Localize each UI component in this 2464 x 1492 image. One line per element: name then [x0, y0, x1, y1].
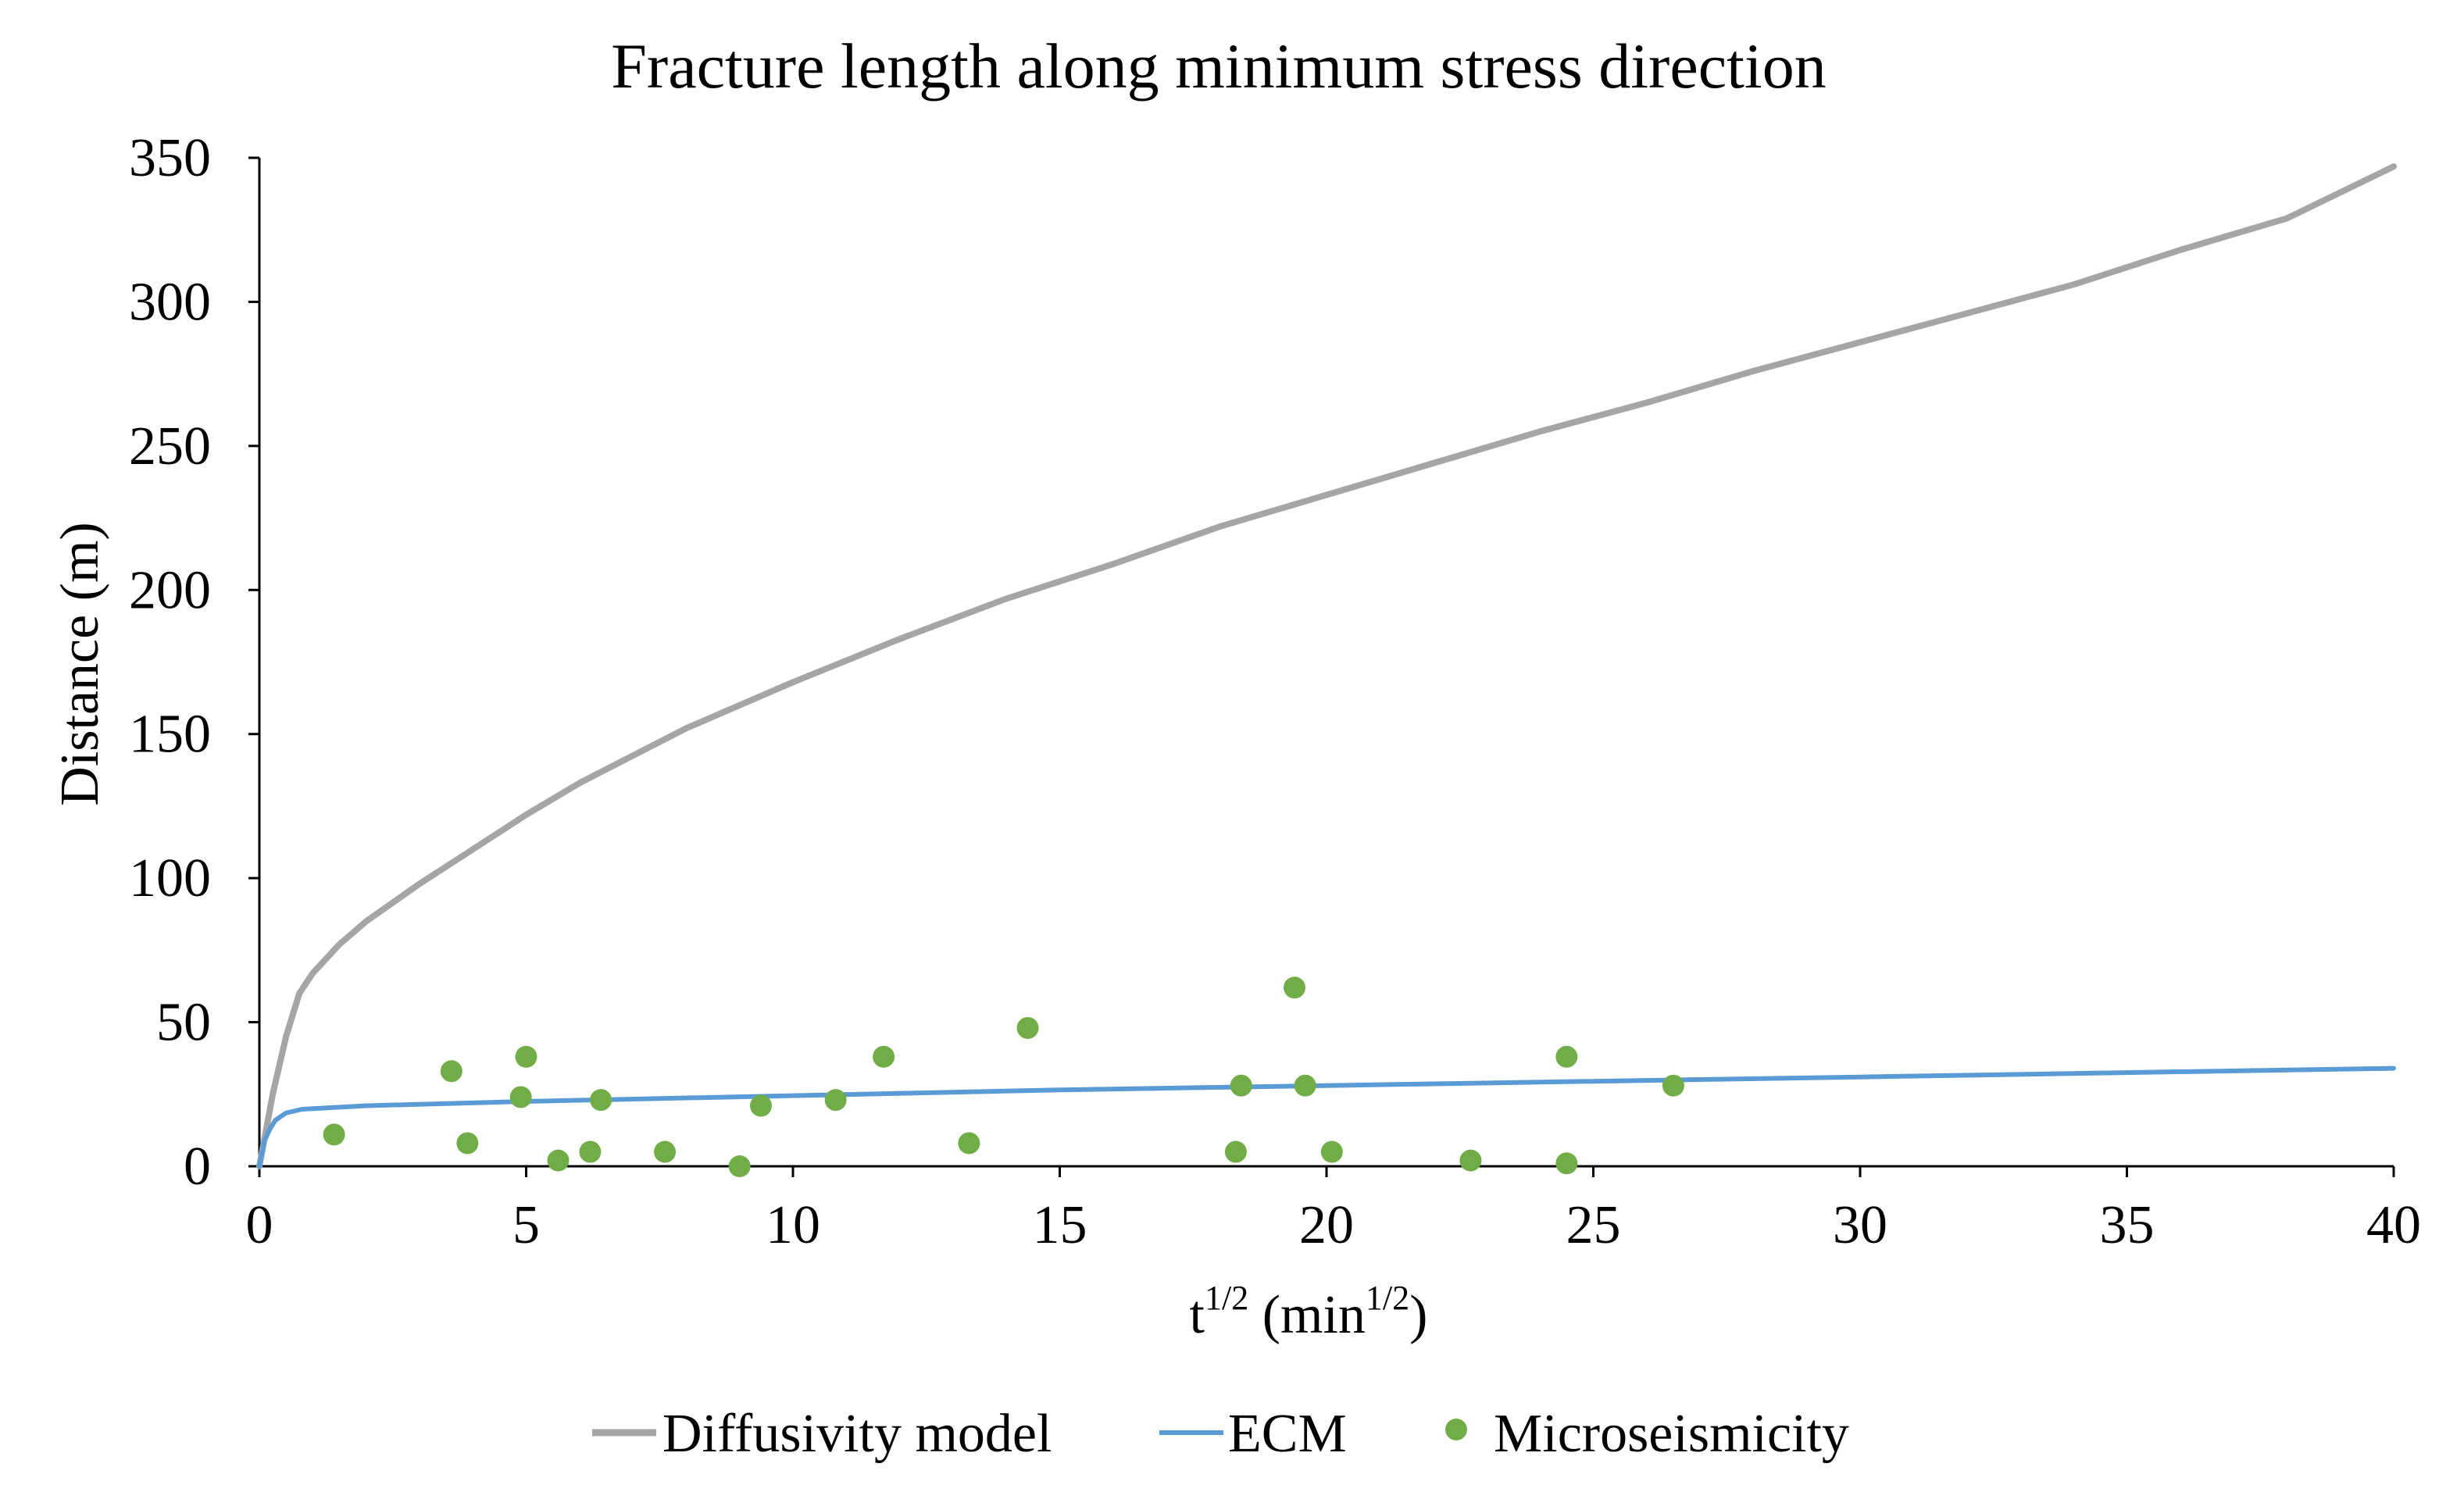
y-axis-ticks: 0 50 100 150 200 250 300 350 — [129, 128, 259, 1197]
microseismicity-point — [1555, 1152, 1578, 1175]
legend-label-microseismicity: Microseismicity — [1494, 1404, 1849, 1464]
x-axis-label-unit-close: ) — [1409, 1285, 1427, 1345]
x-axis-label-base-exp: 1/2 — [1205, 1279, 1248, 1317]
microseismicity-point — [824, 1089, 847, 1112]
microseismicity-point — [654, 1140, 677, 1163]
microseismicity-point — [1230, 1074, 1252, 1097]
microseismicity-point — [440, 1060, 462, 1083]
microseismicity-point — [1320, 1140, 1343, 1163]
microseismicity-point — [1459, 1149, 1482, 1172]
microseismicity-point — [509, 1086, 532, 1108]
series-line-diffusivity-model — [256, 163, 2397, 1169]
x-tick-label: 30 — [1833, 1195, 1887, 1255]
microseismicity-point — [323, 1123, 345, 1146]
x-tick-label: 5 — [512, 1195, 540, 1255]
series-layer — [256, 163, 2397, 1177]
x-axis-label: t1/2 (min1/2) — [1190, 1279, 1428, 1345]
microseismicity-point — [1662, 1074, 1684, 1097]
y-tick-label: 250 — [129, 416, 211, 477]
x-tick-label: 25 — [1566, 1195, 1621, 1255]
legend-label-ecm: ECM — [1228, 1404, 1347, 1464]
y-tick-label: 100 — [129, 848, 211, 908]
microseismicity-point — [728, 1155, 751, 1177]
microseismicity-point — [1555, 1045, 1578, 1068]
legend-label-diffusivity-model: Diffusivity model — [662, 1404, 1052, 1464]
y-tick-label: 200 — [129, 560, 211, 620]
chart-title: Fracture length along minimum stress dir… — [611, 30, 1826, 102]
microseismicity-point — [456, 1132, 479, 1155]
microseismicity-point — [1016, 1016, 1039, 1039]
axes — [258, 158, 2394, 1168]
y-tick-label: 300 — [129, 272, 211, 332]
series-line-ecm — [257, 1065, 2396, 1169]
x-axis-label-unit-open: (min — [1248, 1285, 1366, 1345]
x-tick-label: 15 — [1033, 1195, 1087, 1255]
x-tick-label: 20 — [1299, 1195, 1354, 1255]
y-tick-label: 0 — [184, 1137, 211, 1197]
x-axis-ticks: 0 5 10 15 20 25 30 35 40 — [246, 1166, 2421, 1255]
legend-swatch-microseismicity — [1445, 1419, 1467, 1440]
microseismicity-point — [958, 1132, 980, 1155]
x-axis-label-unit-exp: 1/2 — [1366, 1279, 1409, 1317]
microseismicity-point — [515, 1045, 537, 1068]
microseismicity-point — [1284, 976, 1306, 999]
microseismicity-point — [750, 1094, 773, 1117]
y-tick-label: 350 — [129, 128, 211, 188]
microseismicity-point — [873, 1045, 895, 1068]
x-tick-label: 40 — [2366, 1195, 2421, 1255]
legend: Diffusivity model ECM Microseismicity — [592, 1404, 1849, 1464]
x-tick-label: 10 — [766, 1195, 820, 1255]
microseismicity-point — [579, 1140, 602, 1163]
x-axis-label-base: t — [1190, 1285, 1205, 1345]
microseismicity-point — [1294, 1074, 1316, 1097]
microseismicity-point — [547, 1149, 570, 1172]
y-tick-label: 50 — [156, 993, 211, 1053]
x-tick-label: 0 — [246, 1195, 273, 1255]
x-tick-label: 35 — [2100, 1195, 2155, 1255]
microseismicity-point — [1224, 1140, 1247, 1163]
y-axis-label: Distance (m) — [50, 522, 110, 805]
microseismicity-point — [590, 1089, 612, 1112]
y-tick-label: 150 — [129, 705, 211, 765]
